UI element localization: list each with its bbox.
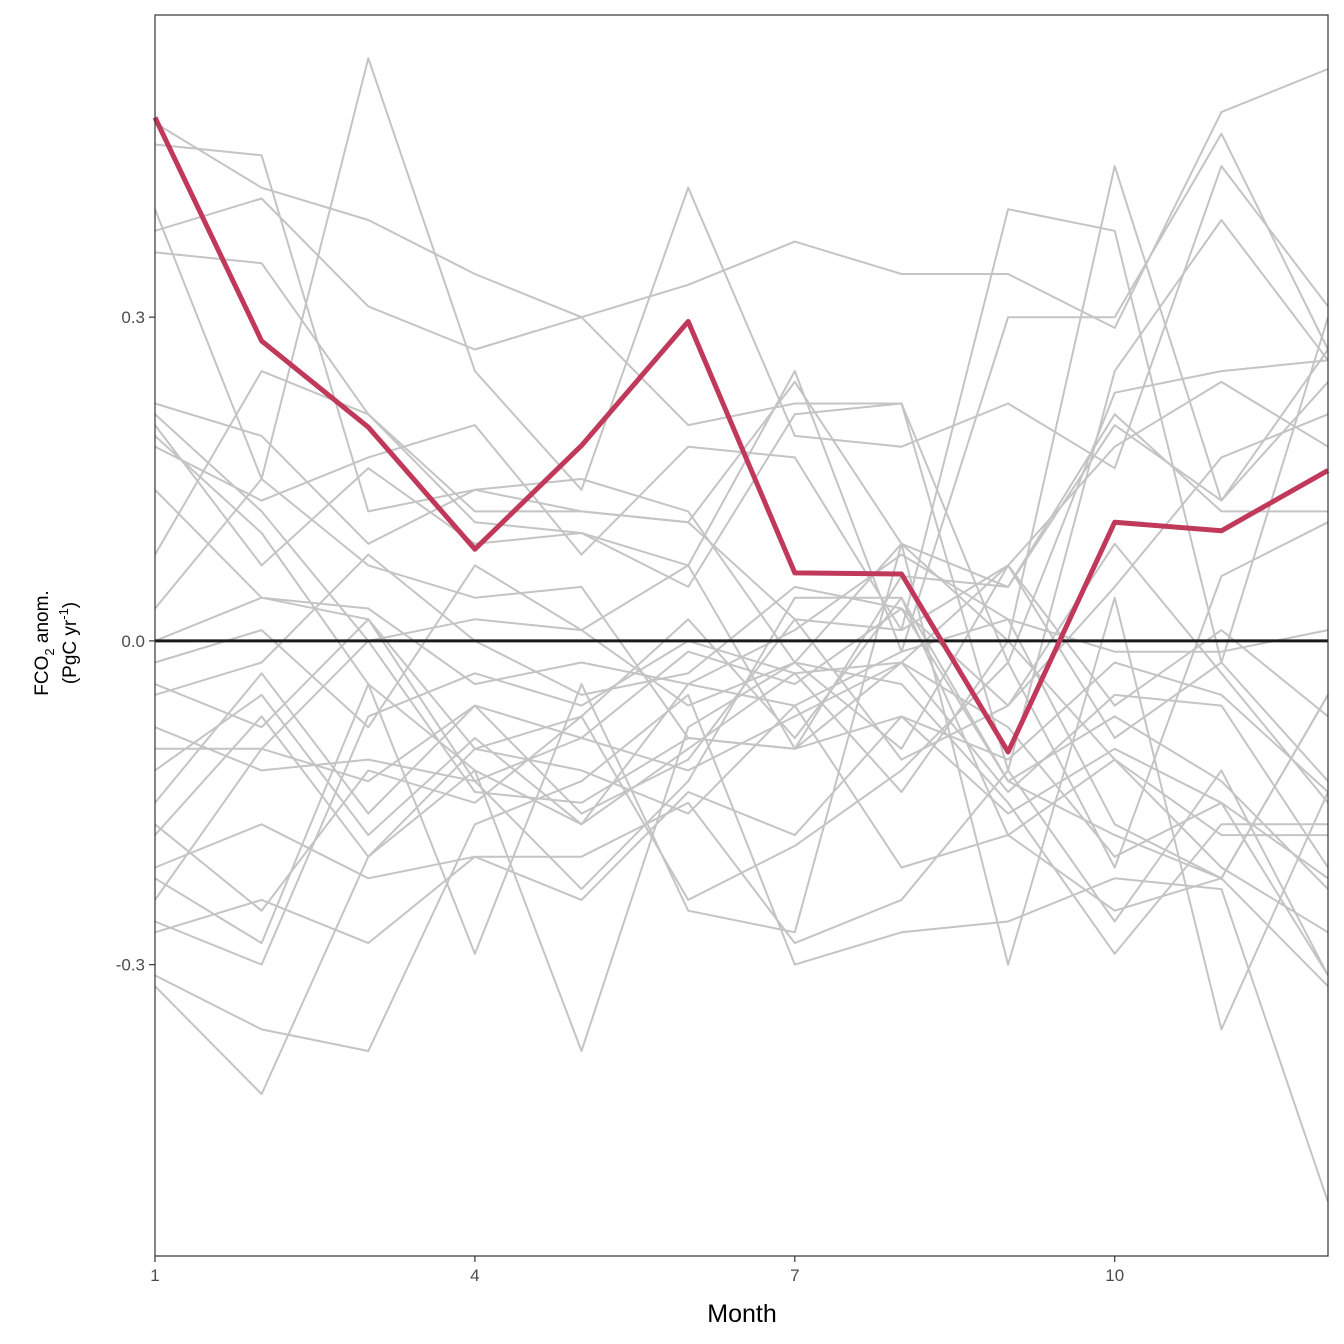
svg-text:FCO2 anom.: FCO2 anom.	[32, 590, 57, 695]
ensemble-series-line-27	[154, 639, 1328, 966]
x-tick-label: 4	[470, 1266, 479, 1285]
ensemble-series-line-28	[154, 521, 1329, 912]
plot-panel-border	[154, 14, 1329, 1257]
ensemble-series-line-12	[154, 564, 1329, 750]
ensemble-series-line-17	[154, 542, 1329, 1031]
y-title-line2-sup: -1	[56, 608, 71, 620]
y-axis-title: FCO2 anom. (PgC yr-1)	[32, 590, 81, 695]
y-title-line1-prefix: FCO	[32, 656, 53, 696]
x-tick-label: 10	[1105, 1266, 1124, 1285]
y-tick-label: 0.3	[121, 308, 145, 327]
ensemble-series-line-5	[154, 57, 1329, 491]
svg-text:(PgC yr-1): (PgC yr-1)	[56, 602, 81, 684]
x-axis-title: Month	[707, 1300, 776, 1328]
ensemble-series-line-30	[154, 596, 1329, 891]
ensemble-series-line-9	[154, 370, 1328, 588]
ensemble-series-line-3	[154, 143, 1329, 664]
ensemble-series-line-19	[154, 661, 1328, 1096]
y-title-line2-prefix: (PgC yr	[60, 619, 81, 684]
y-tick-label: 0.0	[121, 632, 145, 651]
y-title-line1-suffix: anom.	[32, 590, 53, 648]
x-axis: 1 4 7 10	[150, 1256, 1124, 1285]
y-title-line2-suffix: )	[60, 602, 81, 608]
ensemble-series-line-22	[154, 564, 1329, 837]
y-tick-label: -0.3	[116, 956, 145, 975]
ensemble-series-line-1	[154, 122, 1329, 664]
ensemble-lines	[154, 57, 1329, 1203]
ensemble-series-line-26	[154, 435, 1329, 912]
highlight-series-line	[152, 116, 1330, 755]
ensemble-series-line-11	[154, 553, 1329, 686]
x-tick-label: 1	[150, 1266, 159, 1285]
ensemble-series-line-24	[154, 489, 1329, 934]
ensemble-series-line-15	[154, 607, 1329, 890]
ensemble-series-line-8	[154, 219, 1329, 772]
ensemble-series-line-20	[154, 693, 1329, 1203]
ensemble-series-line-2	[154, 68, 1329, 351]
ensemble-series-line-4	[154, 132, 1329, 653]
ensemble-series-line-6	[154, 165, 1329, 664]
x-tick-label: 7	[790, 1266, 799, 1285]
ensemble-series-line-14	[155, 639, 1329, 804]
ensemble-series-line-23	[154, 661, 1329, 869]
y-title-line1-sub: 2	[42, 648, 57, 655]
ensemble-series-line-21	[154, 715, 1329, 901]
ensemble-series-line-16	[154, 618, 1329, 987]
y-axis: -0.3 0.0 0.3	[116, 308, 155, 975]
